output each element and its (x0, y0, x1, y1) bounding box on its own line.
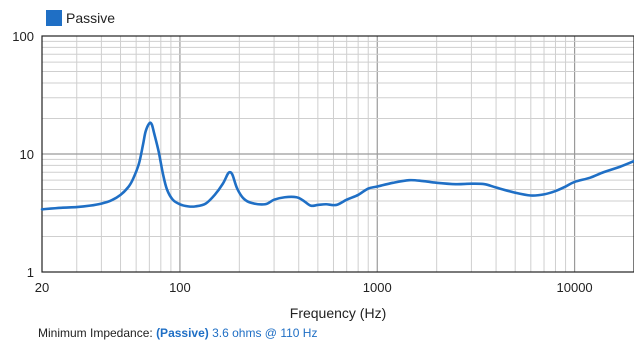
y-tick-labels: 1 10 100 (12, 29, 34, 280)
chart-grid (42, 36, 634, 272)
y-tick-label: 1 (27, 265, 34, 280)
plot-frame (41, 35, 634, 273)
legend-label-passive: Passive (66, 10, 116, 26)
x-tick-label: 100 (169, 280, 191, 295)
x-tick-label: 20 (35, 280, 49, 295)
y-tick-label: 10 (20, 147, 34, 162)
impedance-line-passive (40, 121, 634, 211)
legend: Passive (46, 10, 115, 26)
minimum-impedance-note: Minimum Impedance: (Passive) 3.6 ohms @ … (38, 326, 317, 340)
legend-swatch-passive (46, 10, 62, 26)
x-tick-label: 1000 (363, 280, 392, 295)
x-axis-title: Frequency (Hz) (290, 305, 386, 321)
x-tick-labels: 20 100 1000 10000 (35, 280, 593, 295)
min-impedance-value: 3.6 ohms @ 110 Hz (212, 326, 318, 340)
x-tick-label: 10000 (557, 280, 593, 295)
min-impedance-prefix: Minimum Impedance: (38, 326, 153, 340)
y-tick-label: 100 (12, 29, 34, 44)
min-impedance-series: (Passive) (156, 326, 209, 340)
